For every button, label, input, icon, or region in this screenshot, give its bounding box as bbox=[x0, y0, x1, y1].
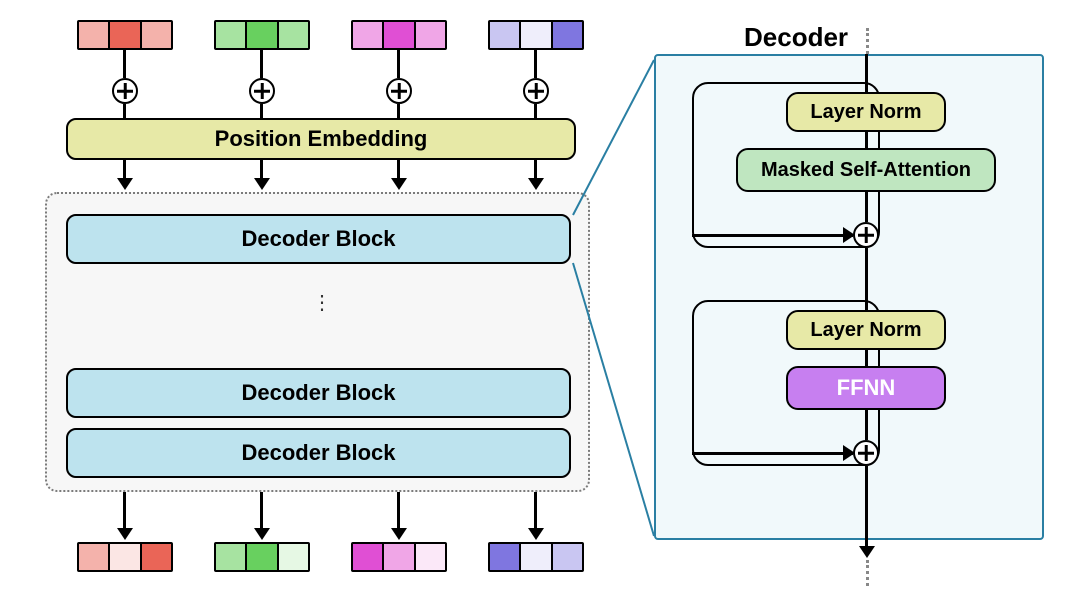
arrow-down-icon bbox=[117, 528, 133, 540]
output-token-2 bbox=[214, 542, 310, 572]
arrow-down-icon bbox=[859, 546, 875, 558]
attention-label: Masked Self-Attention bbox=[761, 159, 971, 182]
layer-norm-label: Layer Norm bbox=[810, 101, 921, 124]
input-token-3 bbox=[351, 20, 447, 50]
edge bbox=[123, 50, 126, 78]
edge bbox=[397, 160, 400, 178]
ffnn-block: FFNN bbox=[786, 366, 946, 410]
ffnn-label: FFNN bbox=[837, 375, 896, 401]
edge bbox=[692, 234, 853, 237]
edge bbox=[397, 104, 400, 118]
add-node bbox=[386, 78, 412, 104]
edge bbox=[865, 132, 868, 148]
edge bbox=[534, 160, 537, 178]
edge bbox=[534, 104, 537, 118]
edge bbox=[123, 160, 126, 178]
arrow-down-icon bbox=[528, 178, 544, 190]
decoder-block-label: Decoder Block bbox=[241, 226, 395, 252]
edge bbox=[865, 350, 868, 366]
add-node bbox=[523, 78, 549, 104]
edge bbox=[260, 492, 263, 528]
decoder-block-label: Decoder Block bbox=[241, 440, 395, 466]
input-token-2 bbox=[214, 20, 310, 50]
decoder-block: Decoder Block bbox=[66, 428, 571, 478]
add-node bbox=[853, 222, 879, 248]
edge bbox=[260, 50, 263, 78]
edge bbox=[865, 466, 868, 546]
add-node bbox=[249, 78, 275, 104]
masked-self-attention-block: Masked Self-Attention bbox=[736, 148, 996, 192]
arrow-down-icon bbox=[528, 528, 544, 540]
decoder-block-label: Decoder Block bbox=[241, 380, 395, 406]
edge bbox=[123, 492, 126, 528]
arrow-down-icon bbox=[254, 178, 270, 190]
edge bbox=[692, 452, 853, 455]
input-token-1 bbox=[77, 20, 173, 50]
position-embedding-label: Position Embedding bbox=[215, 126, 428, 152]
edge bbox=[865, 410, 868, 440]
edge bbox=[534, 492, 537, 528]
edge bbox=[260, 104, 263, 118]
arrow-down-icon bbox=[254, 528, 270, 540]
edge bbox=[534, 50, 537, 78]
output-token-1 bbox=[77, 542, 173, 572]
input-token-4 bbox=[488, 20, 584, 50]
output-token-4 bbox=[488, 542, 584, 572]
output-token-3 bbox=[351, 542, 447, 572]
position-embedding-block: Position Embedding bbox=[66, 118, 576, 160]
layer-norm-block: Layer Norm bbox=[786, 310, 946, 350]
decoder-block: Decoder Block bbox=[66, 214, 571, 264]
layer-norm-block: Layer Norm bbox=[786, 92, 946, 132]
flow-dotted bbox=[866, 28, 869, 54]
edge bbox=[260, 160, 263, 178]
decoder-block: Decoder Block bbox=[66, 368, 571, 418]
edge bbox=[397, 492, 400, 528]
edge bbox=[865, 192, 868, 222]
arrow-down-icon bbox=[117, 178, 133, 190]
decoder-title: Decoder bbox=[744, 22, 848, 53]
edge bbox=[397, 50, 400, 78]
arrow-down-icon bbox=[391, 528, 407, 540]
edge bbox=[123, 104, 126, 118]
flow-dotted bbox=[866, 560, 869, 586]
add-node bbox=[853, 440, 879, 466]
arrow-down-icon bbox=[391, 178, 407, 190]
add-node bbox=[112, 78, 138, 104]
layer-norm-label: Layer Norm bbox=[810, 319, 921, 342]
ellipsis-icon: ⋮ bbox=[312, 290, 334, 315]
